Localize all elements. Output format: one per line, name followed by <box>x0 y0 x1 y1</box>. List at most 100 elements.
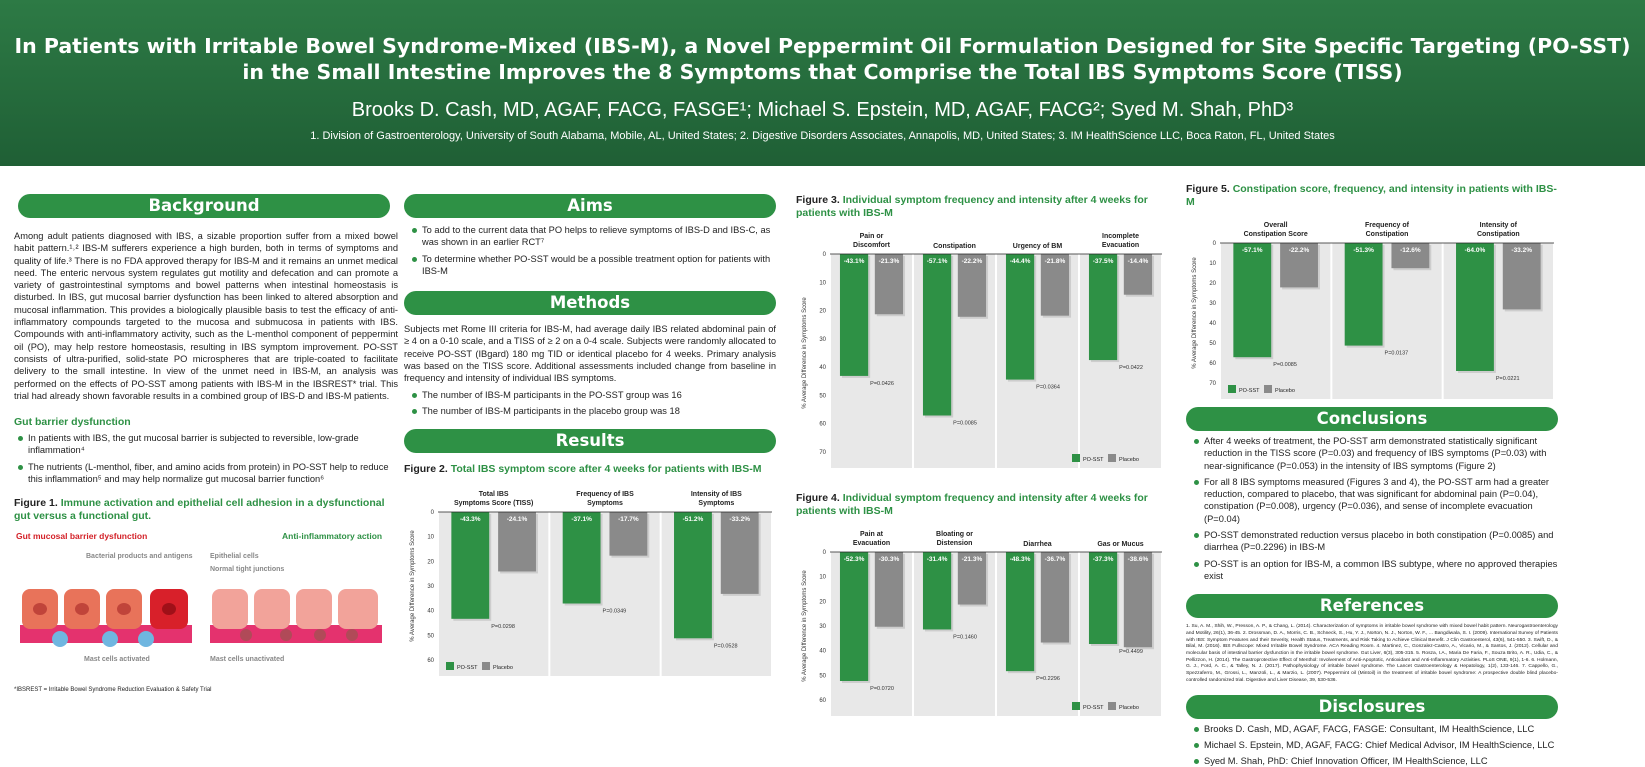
category-label: Overall Constipation Score <box>1244 222 1308 238</box>
y-tick-label: 30 <box>819 337 826 343</box>
fig1-caption-text: Immune activation and epithelial cell ad… <box>14 497 385 523</box>
fig1-left-title: Gut mucosal barrier dysfunction <box>16 531 147 541</box>
bar-po-sst <box>1005 552 1035 672</box>
bar-value-label: -33.2% <box>1511 247 1532 254</box>
p-value-label: P=0.0528 <box>714 644 738 650</box>
y-axis-label: % Average Difference in Symptoms Score <box>802 570 808 682</box>
bar-value-label: -24.1% <box>507 516 528 523</box>
category-label: Total IBS Symptoms Score (TISS) <box>454 491 533 507</box>
bar-value-label: -12.6% <box>1400 247 1421 254</box>
legend-label-placebo: Placebo <box>1275 388 1295 394</box>
fig2-title: Total IBS symptom score after 4 weeks fo… <box>450 463 762 476</box>
list-item: PO-SST is an option for IBS-M, a common … <box>1194 558 1558 581</box>
bar-placebo <box>1391 243 1430 269</box>
p-value-label: P=0.0426 <box>870 381 894 387</box>
bar-placebo <box>498 512 536 572</box>
bar-value-label: -38.6% <box>1128 556 1149 563</box>
y-tick-label: 20 <box>1209 281 1216 287</box>
fig1-caption: Figure 1. Immune activation and epitheli… <box>14 497 398 523</box>
bar-placebo <box>874 254 904 315</box>
y-tick-label: 10 <box>1209 261 1216 267</box>
category-label: Frequency of IBS Symptoms <box>576 491 634 507</box>
left-epithelial-cells <box>22 589 188 630</box>
right-epithelial-cells <box>212 589 378 630</box>
fig4-label: Figure 4. <box>796 492 840 504</box>
bar-value-label: -37.1% <box>571 516 592 523</box>
bar-po-sst <box>1005 254 1035 380</box>
bar-value-label: -37.5% <box>1093 258 1114 265</box>
methods-body: Subjects met Rome III criteria for IBS-M… <box>404 324 776 384</box>
bar-value-label: -30.3% <box>879 556 900 563</box>
y-tick-label: 50 <box>427 634 434 640</box>
category-label: Intensity of Constipation <box>1477 222 1520 238</box>
conclusions-list: After 4 weeks of treatment, the PO-SST a… <box>1186 435 1558 582</box>
list-item: To add to the current data that PO helps… <box>412 224 776 249</box>
aims-list: To add to the current data that PO helps… <box>404 224 776 277</box>
fig3-chart: % Average Difference in Symptoms Score 0 1… <box>802 233 1162 468</box>
y-tick-label: 50 <box>819 393 826 399</box>
gut-barrier-list: In patients with IBS, the gut mucosal ba… <box>14 432 398 485</box>
bar-placebo <box>874 552 904 627</box>
category-label: Urgency of BM <box>1013 243 1063 250</box>
subhead-gut-barrier: Gut barrier dysfunction <box>14 416 131 429</box>
fig3-label: Figure 3. <box>796 194 840 206</box>
y-tick-label: 30 <box>427 584 434 590</box>
legend-label-placebo: Placebo <box>493 665 513 671</box>
y-tick-label: 40 <box>819 649 826 655</box>
fig1-mast-unactivated: Mast cells unactivated <box>210 656 284 663</box>
y-tick-label: 10 <box>427 535 434 541</box>
bar-value-label: -22.2% <box>962 258 983 265</box>
category-label: Frequency of Constipation <box>1365 222 1410 238</box>
list-item: PO-SST demonstrated reduction versus pla… <box>1194 529 1558 554</box>
column-aims-methods-results: Aims To add to the current data that PO … <box>404 194 776 680</box>
y-axis-label: % Average Difference in Symptoms Score <box>1192 257 1198 369</box>
y-tick-label: 70 <box>819 450 826 456</box>
legend-swatch-po-sst <box>446 662 454 671</box>
bar-placebo <box>1123 254 1153 295</box>
legend-swatch-po-sst <box>1072 702 1080 710</box>
category-label: Intensity of IBS Symptoms <box>691 491 742 507</box>
category-label: Incomplete Evacuation <box>1102 233 1139 249</box>
list-item: The number of IBS-M participants in the … <box>412 405 776 417</box>
p-value-label: P=0.2296 <box>1036 676 1060 682</box>
fig2-label: Figure 2. <box>404 463 448 476</box>
bar-value-label: -64.0% <box>1465 247 1486 254</box>
footnote-ibsrest: *IBSREST = Irritable Bowel Syndrome Redu… <box>14 687 212 694</box>
bar-value-label: -52.3% <box>844 556 865 563</box>
bar-value-label: -48.3% <box>1010 556 1031 563</box>
legend-label-placebo: Placebo <box>1119 705 1139 711</box>
legend-swatch-placebo <box>1264 385 1272 393</box>
bar-po-sst <box>1088 552 1118 645</box>
bar-placebo <box>1502 243 1541 310</box>
legend-swatch-po-sst <box>1072 454 1080 462</box>
bar-value-label: -21.8% <box>1045 258 1066 265</box>
bar-po-sst <box>562 512 601 604</box>
y-axis-label: % Average Difference in Symptoms Score <box>802 297 808 409</box>
fig2-chart: % Average Difference in Symptoms Score 0 1… <box>410 491 772 677</box>
y-tick-label: 50 <box>1209 341 1216 347</box>
y-tick-label: 0 <box>823 252 827 258</box>
p-value-label: P=0.0085 <box>953 421 977 427</box>
y-tick-label: 40 <box>819 365 826 371</box>
legend-label-placebo: Placebo <box>1119 457 1139 463</box>
bar-placebo <box>720 512 759 595</box>
fig4-chart: % Average Difference in Symptoms Score 0 1… <box>802 531 1162 716</box>
y-tick-label: 20 <box>819 309 826 315</box>
bar-po-sst <box>451 512 490 620</box>
affiliations: 1. Division of Gastroenterology, Univers… <box>310 130 1335 142</box>
bar-placebo <box>957 552 987 605</box>
list-item: The number of IBS-M participants in the … <box>412 389 776 401</box>
y-tick-label: 30 <box>1209 301 1216 307</box>
list-item: Michael S. Epstein, MD, AGAF, FACG: Chie… <box>1194 739 1558 751</box>
bar-po-sst <box>1233 243 1272 358</box>
fig5-label: Figure 5. <box>1186 183 1230 195</box>
bar-value-label: -21.3% <box>879 258 900 265</box>
p-value-label: P=0.0085 <box>1273 362 1297 368</box>
list-item: To determine whether PO-SST would be a p… <box>412 253 776 278</box>
poster-title: In Patients with Irritable Bowel Syndrom… <box>0 0 1645 85</box>
legend-label-po-sst: PO-SST <box>1239 388 1260 394</box>
category-label: Pain or Discomfort <box>853 233 891 249</box>
p-value-label: P=0.0720 <box>870 686 894 692</box>
fig2-caption: Figure 2. Total IBS symptom score after … <box>404 463 776 476</box>
p-value-label: P=0.0221 <box>1496 376 1520 382</box>
